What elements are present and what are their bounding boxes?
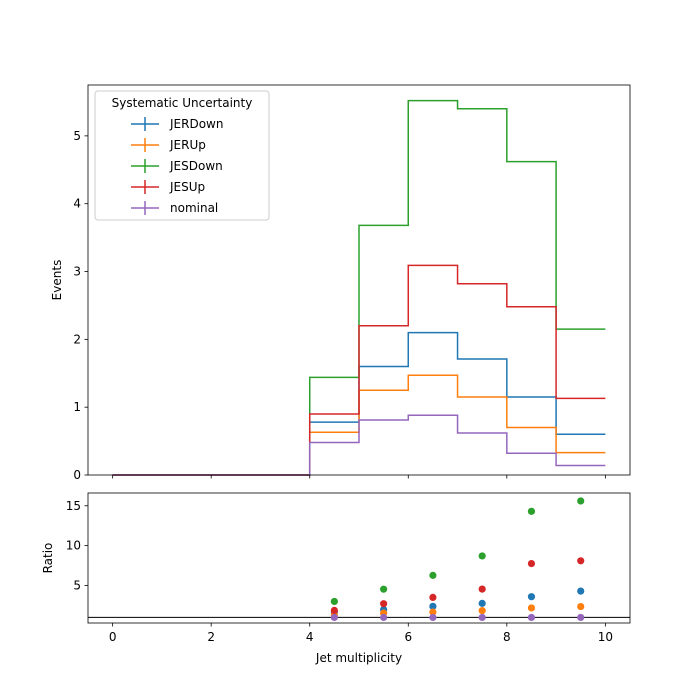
x-tick-label: 8 [503,630,511,644]
ratio-point-jerdown [577,587,585,595]
legend-label: JESDown [169,159,223,173]
ratio-point-jesdown [429,571,437,579]
ratio-point-jesup [577,557,585,565]
ratio-point-jesdown [478,552,486,560]
ratio-point-jesup [380,600,388,608]
y-tick-label: 5 [73,579,81,593]
ratio-point-nominal [429,613,437,622]
y-tick-label: 2 [73,332,81,346]
ratio-point-jesdown [380,585,388,593]
ratio-point-jerup [577,602,585,611]
ratio-point-jerdown [527,593,536,601]
legend: Systematic Uncertainty JERDown JERUp JESDow… [94,90,270,221]
x-tick-label: 0 [109,630,117,644]
ratio-point-jesup [330,606,338,614]
y-tick-label: 4 [73,197,81,211]
y-tick-label: 1 [73,400,81,414]
ratio-point-jerup [478,607,486,615]
legend-item: JESDown [131,159,223,173]
y-tick-label: 3 [73,265,81,279]
ratio-point-jesdown [330,597,338,606]
ratio-point-nominal [577,613,585,622]
ratio-point-jerdown [478,599,486,607]
events-panel: 0 1 2 3 4 5 Events Systematic Uncertainty JERDow… [50,84,631,482]
ratio-point-nominal [380,613,388,622]
ratio-point-nominal [478,613,486,622]
ratio-point-jesdown [577,497,585,505]
legend-item: JERUp [131,138,206,152]
x-tick-label: 4 [306,630,314,644]
ratio-point-jerup [429,608,437,616]
x-tick-label: 2 [207,630,215,644]
y-axis-label: Events [50,260,64,301]
x-tick-label: 10 [598,630,613,644]
ratio-point-jerup [527,604,536,612]
y-tick-label: 15 [66,499,81,513]
legend-item: JERDown [131,117,223,131]
events-axes-frame [87,84,631,476]
ratio-point-jerdown [429,602,437,610]
y-tick-label: 10 [66,539,81,553]
legend-label: JESUp [169,180,205,194]
ratio-point-nominal [330,613,338,622]
y-tick-label: 0 [73,468,81,482]
y-axis-label: Ratio [41,543,55,574]
ratio-point-jesup [429,593,437,601]
ratio-axes-frame [87,492,631,624]
x-axis-label: Jet multiplicity [315,651,402,665]
ratio-point-jesdown [527,507,536,515]
ratio-point-jesup [478,585,486,593]
legend-title: Systematic Uncertainty [112,96,253,110]
ratio-panel: 5 10 15 0 2 4 6 8 10 Jet multiplicity Ratio [41,492,631,665]
y-tick-label: 5 [73,129,81,143]
x-tick-label: 6 [404,630,412,644]
legend-item: JESUp [131,180,205,194]
ratio-point-jesup [527,559,536,568]
ratio-point-nominal [527,613,536,622]
legend-item: nominal [131,201,218,215]
legend-label: JERDown [169,117,223,131]
legend-label: nominal [170,201,218,215]
legend-label: JERUp [169,138,206,152]
